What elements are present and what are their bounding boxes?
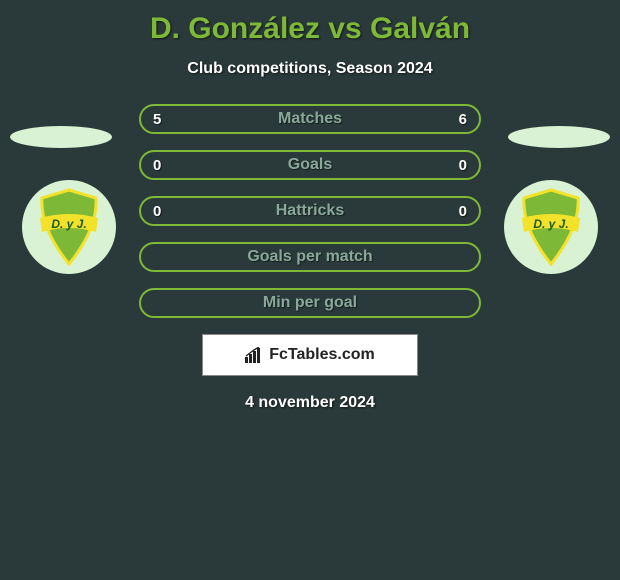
stat-row-hattricks: 0 Hattricks 0	[139, 196, 481, 226]
brand-box: FcTables.com	[202, 334, 418, 376]
player-left-badge: D. y J.	[22, 180, 116, 274]
date-text: 4 november 2024	[0, 394, 620, 412]
badge-circle: D. y J.	[504, 180, 598, 274]
stat-row-goals-per-match: Goals per match	[139, 242, 481, 272]
stat-row-min-per-goal: Min per goal	[139, 288, 481, 318]
stat-right-value: 0	[459, 203, 467, 220]
shield-icon: D. y J.	[518, 188, 584, 266]
stat-right-value: 0	[459, 157, 467, 174]
stat-left-value: 5	[153, 111, 161, 128]
badge-banner-text: D. y J.	[51, 217, 86, 231]
stat-label: Matches	[278, 110, 342, 128]
stat-label: Hattricks	[276, 202, 344, 220]
stat-label: Goals per match	[247, 248, 372, 266]
bar-chart-icon	[245, 347, 265, 363]
stat-right-value: 6	[459, 111, 467, 128]
stat-row-matches: 5 Matches 6	[139, 104, 481, 134]
stat-label: Goals	[288, 156, 332, 174]
player-right-oval	[508, 126, 610, 148]
stat-left-value: 0	[153, 157, 161, 174]
stat-left-value: 0	[153, 203, 161, 220]
player-right-badge: D. y J.	[504, 180, 598, 274]
stat-label: Min per goal	[263, 294, 357, 312]
badge-banner-text: D. y J.	[533, 217, 568, 231]
page-subtitle: Club competitions, Season 2024	[0, 60, 620, 78]
badge-circle: D. y J.	[22, 180, 116, 274]
stats-container: 5 Matches 6 0 Goals 0 0 Hattricks 0 Goal…	[139, 104, 481, 318]
player-left-oval	[10, 126, 112, 148]
shield-icon: D. y J.	[36, 188, 102, 266]
page-title: D. González vs Galván	[0, 0, 620, 46]
stat-row-goals: 0 Goals 0	[139, 150, 481, 180]
brand-text: FcTables.com	[269, 346, 375, 364]
